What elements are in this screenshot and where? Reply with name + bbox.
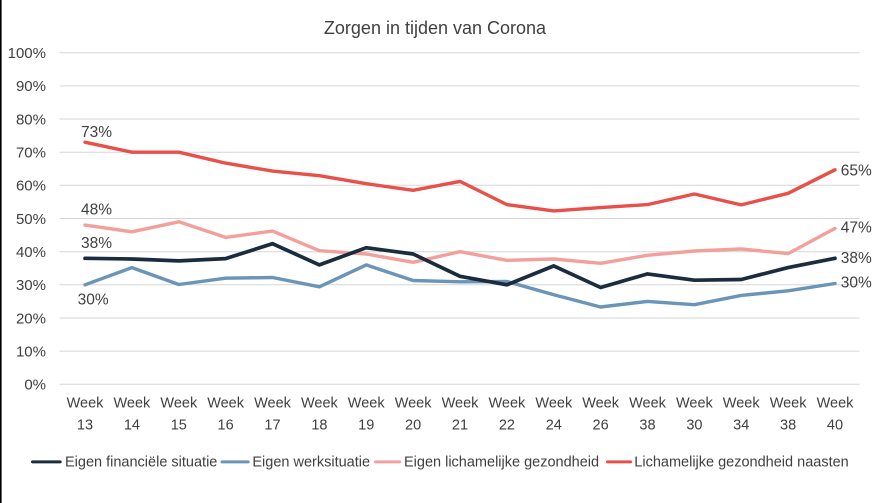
svg-text:48%: 48% [81, 202, 112, 219]
svg-text:73%: 73% [81, 124, 112, 141]
svg-text:24: 24 [546, 417, 562, 433]
svg-text:Week: Week [535, 396, 573, 412]
svg-text:Week: Week [113, 396, 151, 412]
svg-text:Week: Week [723, 396, 761, 412]
svg-text:40%: 40% [16, 244, 46, 261]
svg-text:100%: 100% [8, 45, 46, 62]
svg-text:50%: 50% [16, 211, 46, 228]
svg-text:18: 18 [311, 417, 327, 433]
svg-text:Lichamelijke gezondheid naaste: Lichamelijke gezondheid naasten [634, 455, 848, 471]
svg-text:16: 16 [218, 417, 234, 433]
svg-text:Week: Week [629, 396, 667, 412]
svg-text:Week: Week [817, 396, 855, 412]
svg-text:40: 40 [827, 417, 843, 433]
svg-text:38%: 38% [81, 235, 112, 252]
svg-text:30%: 30% [841, 274, 872, 291]
svg-text:30: 30 [686, 417, 702, 433]
svg-text:Week: Week [301, 396, 339, 412]
svg-text:38: 38 [639, 417, 655, 433]
svg-text:Week: Week [582, 396, 620, 412]
svg-text:30%: 30% [78, 291, 109, 308]
svg-text:38: 38 [780, 417, 796, 433]
svg-text:20: 20 [405, 417, 421, 433]
svg-text:Eigen financiële situatie: Eigen financiële situatie [65, 455, 217, 471]
svg-text:Eigen lichamelijke gezondheid: Eigen lichamelijke gezondheid [404, 455, 599, 471]
svg-text:Week: Week [442, 396, 480, 412]
svg-text:60%: 60% [16, 178, 46, 195]
svg-text:Week: Week [770, 396, 808, 412]
svg-text:20%: 20% [16, 310, 46, 327]
svg-text:Week: Week [676, 396, 714, 412]
svg-text:90%: 90% [16, 78, 46, 95]
svg-text:14: 14 [124, 417, 140, 433]
svg-text:21: 21 [452, 417, 468, 433]
svg-text:80%: 80% [16, 111, 46, 128]
svg-text:0%: 0% [24, 377, 46, 394]
svg-text:30%: 30% [16, 277, 46, 294]
svg-text:65%: 65% [841, 162, 872, 179]
svg-text:26: 26 [593, 417, 609, 433]
svg-text:Week: Week [67, 396, 105, 412]
svg-text:10%: 10% [16, 343, 46, 360]
svg-text:47%: 47% [841, 220, 872, 237]
svg-text:13: 13 [77, 417, 93, 433]
svg-text:38%: 38% [841, 250, 872, 267]
svg-text:15: 15 [171, 417, 187, 433]
svg-text:Eigen werksituatie: Eigen werksituatie [252, 455, 370, 471]
svg-text:Week: Week [207, 396, 245, 412]
svg-text:22: 22 [499, 417, 515, 433]
svg-text:19: 19 [358, 417, 374, 433]
svg-text:Week: Week [254, 396, 292, 412]
svg-text:Week: Week [160, 396, 198, 412]
svg-text:Week: Week [348, 396, 386, 412]
svg-text:17: 17 [264, 417, 280, 433]
svg-text:34: 34 [733, 417, 749, 433]
svg-text:70%: 70% [16, 145, 46, 162]
svg-text:Week: Week [395, 396, 433, 412]
svg-text:Zorgen in tijden van Corona: Zorgen in tijden van Corona [324, 18, 547, 38]
svg-text:Week: Week [488, 396, 526, 412]
